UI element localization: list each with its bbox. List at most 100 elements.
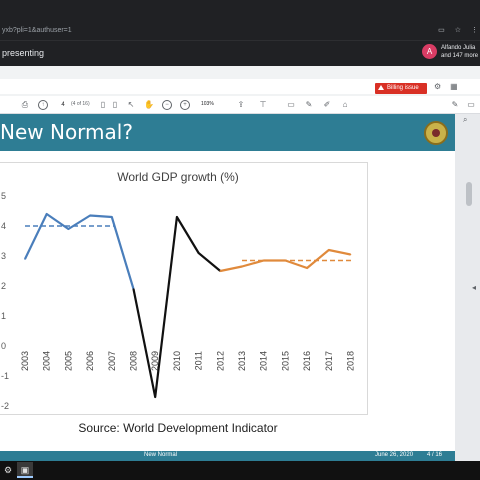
presenting-bar: presenting <box>0 40 480 66</box>
insert-icon[interactable]: ⊤ <box>259 100 267 109</box>
y-tick-label: 1 <box>1 311 6 321</box>
presenting-label: presenting <box>2 48 45 58</box>
y-tick-label: 0 <box>1 341 6 351</box>
slide-footer: New Normal June 26, 2020 4 / 16 <box>0 451 455 461</box>
settings-icon[interactable]: ⚙ <box>434 82 442 91</box>
pointer-icon[interactable]: ↖ <box>127 100 135 109</box>
more-icon[interactable]: ▭ <box>467 100 475 109</box>
zoom-level[interactable]: 103% <box>201 101 214 107</box>
zoom-out-icon[interactable]: − <box>162 100 172 110</box>
participants-text[interactable]: Alfando Julia and 147 more <box>441 44 478 60</box>
edit-icon[interactable]: ✎ <box>451 100 459 109</box>
next-slide-icon[interactable]: ◂ <box>472 283 477 292</box>
participant-more: and 147 more <box>441 53 479 59</box>
x-tick-label: 2016 <box>302 351 312 371</box>
data-point <box>176 216 178 218</box>
settings-gear-icon[interactable]: ⚙ <box>3 465 13 475</box>
top-right-icons: ⚙ ▦ <box>434 82 458 91</box>
data-point <box>328 249 330 251</box>
apps-icon[interactable]: ▦ <box>450 82 458 91</box>
x-tick-label: 2004 <box>42 351 52 371</box>
search-icon[interactable]: ⌕ <box>463 115 468 124</box>
source-note: Source: World Development Indicator <box>78 421 278 435</box>
participant-name: Alfando Julia <box>441 45 476 51</box>
billing-issue-button[interactable]: Billing issue <box>375 83 427 94</box>
y-tick-label: -1 <box>1 371 9 381</box>
star-icon[interactable]: ☆ <box>454 27 461 34</box>
url-text: yxb?pli=1&authuser=1 <box>2 27 72 34</box>
active-window-indicator <box>17 462 33 478</box>
data-point <box>197 252 200 254</box>
browser-icons: ▭ ☆ ⋮ <box>438 26 478 34</box>
comment-icon[interactable]: ▭ <box>287 100 295 109</box>
footer-page: 4 / 16 <box>427 452 443 458</box>
slide-title: New Normal? <box>0 120 133 144</box>
x-tick-label: 2012 <box>215 351 225 371</box>
export-icon[interactable]: ⇪ <box>237 100 245 109</box>
data-point <box>132 288 135 290</box>
camera-icon[interactable]: ▭ <box>438 27 445 34</box>
y-tick-label: -2 <box>1 401 9 411</box>
hand-icon[interactable]: ✋ <box>144 100 154 109</box>
x-tick-label: 2009 <box>150 351 160 371</box>
y-tick-label: 3 <box>1 251 6 261</box>
browser-bar <box>0 0 480 46</box>
data-point <box>219 270 222 272</box>
x-tick-label: 2011 <box>194 351 204 370</box>
data-point <box>24 258 26 260</box>
chart-title: World GDP growth (%) <box>117 170 239 184</box>
data-point <box>306 267 308 269</box>
x-tick-label: 2018 <box>346 351 356 371</box>
x-tick-label: 2003 <box>20 351 30 371</box>
data-point <box>241 265 243 268</box>
taskbar <box>0 461 480 480</box>
gdp-chart: 5 4 3 2 1 0 -1 -2 2003 2004 2005 2006 2007 2008 2009 20… <box>1 191 356 411</box>
x-tick-label: 2007 <box>107 351 117 371</box>
series-line-pre-crisis <box>24 212 135 290</box>
x-tick-label: 2013 <box>237 351 247 371</box>
scrollbar-thumb[interactable] <box>466 182 472 206</box>
pdf-toolbar <box>0 96 480 114</box>
stamp-icon[interactable]: ⌂ <box>342 100 348 109</box>
x-tick-label: 2015 <box>280 351 290 371</box>
zoom-in-icon[interactable]: + <box>180 100 190 110</box>
data-point <box>67 228 70 230</box>
x-tick-label: 2006 <box>85 351 95 371</box>
data-point <box>89 214 91 217</box>
y-tick-label: 4 <box>1 221 6 231</box>
right-panel <box>455 114 480 461</box>
avatar[interactable]: A <box>422 44 437 59</box>
page-input[interactable]: 4 <box>61 102 65 108</box>
x-tick-label: 2008 <box>129 351 139 371</box>
pen-icon[interactable]: ✎ <box>305 100 313 109</box>
url-bar[interactable]: yxb?pli=1&authuser=1 <box>0 22 480 40</box>
print-icon[interactable]: ⎙ <box>21 100 29 109</box>
menu-icon[interactable]: ⋮ <box>471 27 478 34</box>
data-point <box>154 396 156 398</box>
prev-page-icon[interactable]: ↑ <box>38 100 48 110</box>
footer-date: June 26, 2020 <box>375 452 414 458</box>
draw-icon[interactable]: ✐ <box>323 100 331 109</box>
gallery-icon[interactable]: ▣ <box>20 465 30 475</box>
page-count: (4 of 16) <box>71 101 90 107</box>
data-point <box>111 216 113 218</box>
y-tick-label: 2 <box>1 281 6 291</box>
data-point <box>349 253 352 256</box>
billing-label: Billing issue <box>387 85 419 91</box>
chart-frame <box>0 162 368 415</box>
data-point <box>262 259 265 262</box>
data-point <box>45 213 48 215</box>
x-tick-label: 2010 <box>172 351 182 371</box>
side-tools: ⌕ <box>463 115 467 125</box>
warning-icon <box>378 85 384 90</box>
footer-title: New Normal <box>144 452 178 458</box>
x-tick-label: 2005 <box>63 351 73 371</box>
x-tick-label: 2014 <box>259 351 269 371</box>
x-tick-label: 2017 <box>324 351 334 371</box>
fit-page-icon[interactable]: ▯ <box>112 100 118 109</box>
y-tick-label: 5 <box>1 191 6 201</box>
slide-header <box>0 114 455 151</box>
two-page-icon[interactable]: ▯ <box>100 100 106 109</box>
university-emblem-icon <box>424 121 448 145</box>
top-strip <box>0 79 480 94</box>
